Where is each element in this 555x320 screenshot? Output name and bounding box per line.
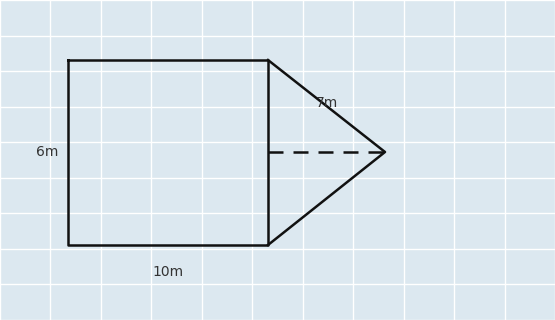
Text: 7m: 7m	[316, 96, 338, 110]
Text: 10m: 10m	[153, 265, 184, 279]
Text: 6m: 6m	[36, 145, 58, 159]
